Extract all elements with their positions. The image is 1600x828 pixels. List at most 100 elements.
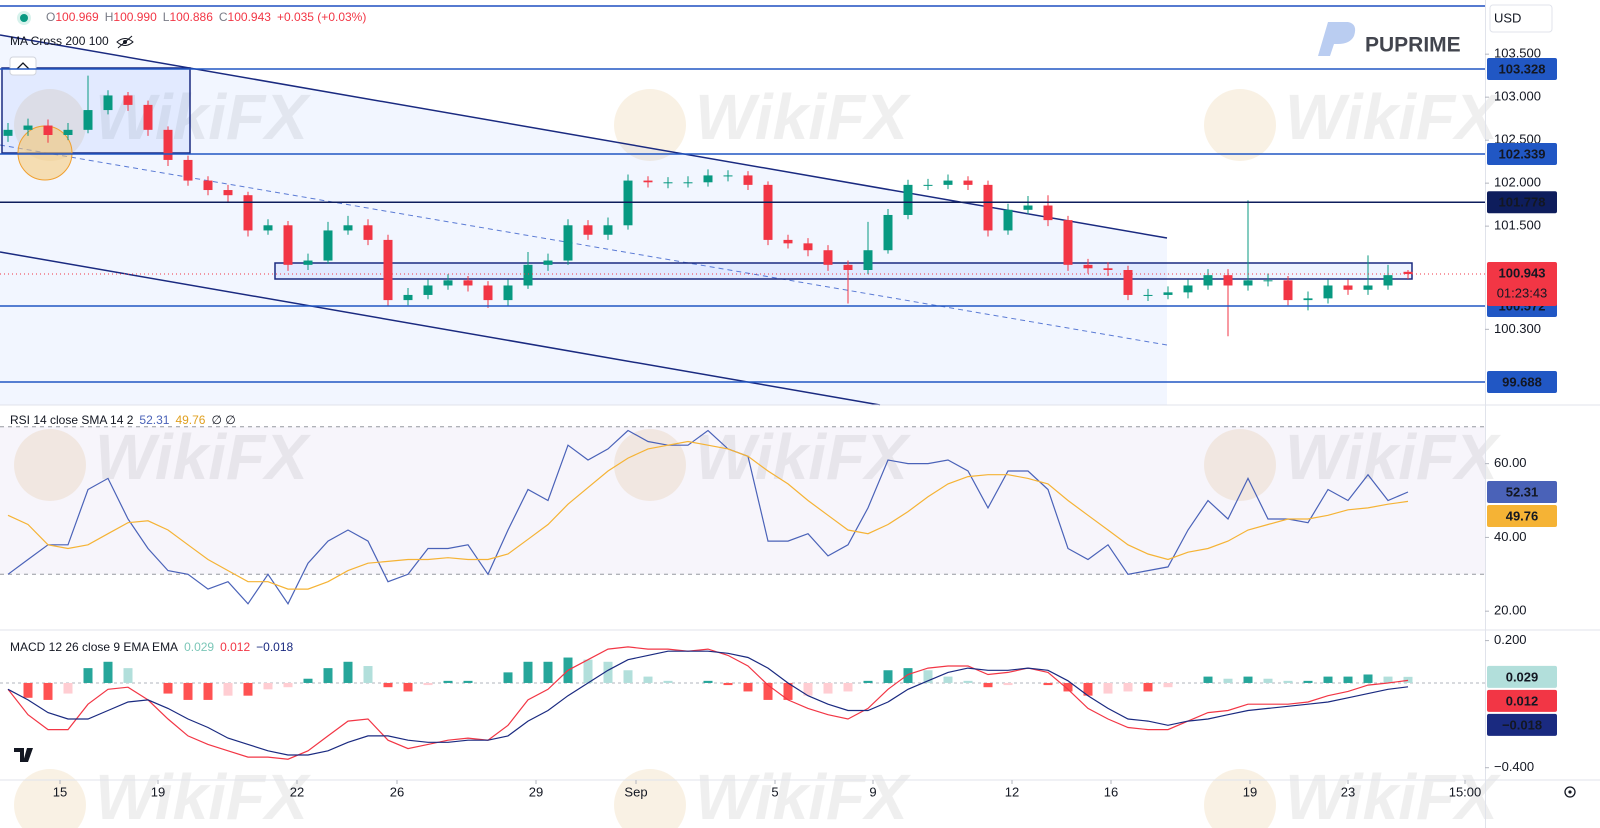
candle-body [403,294,413,301]
histogram-bar [463,680,473,683]
level-box [1487,370,1557,393]
level-label: 102.339 [1499,146,1546,161]
histogram-bar [1323,676,1333,683]
visibility-icon[interactable] [116,35,134,49]
candle-body [963,180,973,185]
histogram-bar [1283,680,1293,683]
candle-body [523,264,533,286]
candle-body [1403,271,1413,275]
settings-icon[interactable] [1564,786,1576,798]
histogram-bar [423,682,433,686]
watermark: WikiFX [695,421,911,493]
currency-button[interactable] [1489,4,1553,33]
y-tick-label: 103.000 [1494,89,1541,104]
histogram-bar [583,659,593,683]
candle-body [943,180,953,185]
x-tick-label: 29 [529,784,543,799]
level-label: 101.778 [1499,195,1546,210]
histogram-bar [1243,676,1253,683]
candle-body [263,225,273,231]
candle-body [23,125,33,130]
candle-body [1043,205,1053,221]
histogram-bar [123,668,133,683]
candle-body [1383,275,1393,286]
watermark: WikiFX [1285,421,1501,493]
histogram-bar [823,682,833,694]
histogram-bar [703,680,713,683]
histogram-bar [1103,682,1113,694]
ohlc-key: L [163,10,170,24]
x-tick-label: 16 [1104,784,1118,799]
histogram-bar [1263,678,1273,683]
histogram-bar [163,682,173,694]
histogram-bar [523,661,533,683]
value-box [1487,481,1557,504]
y-tick-label: 101.500 [1494,218,1541,233]
y-tick-label: 0.200 [1494,632,1527,647]
histogram-bar [503,672,513,683]
histogram-bar [103,661,113,683]
candle-body [223,190,233,196]
candle-body [583,225,593,235]
candle-body [843,264,853,270]
candle-body [703,175,713,183]
ohlc-value: 100.886 [169,10,213,24]
histogram-bar [543,661,553,683]
candle-body [1143,294,1153,296]
watermark-emblems [14,89,1276,828]
rsi-value: 52.31 [139,413,169,427]
y-tick-label: 103.500 [1494,46,1541,61]
x-tick-label: 9 [869,784,876,799]
indicator-line [7,429,1409,605]
histogram-bar [443,680,453,683]
candle-body [723,175,733,177]
value-box-label: 0.012 [1506,693,1539,708]
candle-body [383,239,393,301]
value-box [1487,713,1557,736]
x-tick-label: 23 [1341,784,1355,799]
currency: USD [1494,10,1521,25]
watermark: WikiFX [95,81,311,153]
level-box [1487,143,1557,166]
histogram-bar [1063,682,1073,692]
value-box-label: −0.018 [1502,717,1542,732]
candle-body [1343,285,1353,290]
histogram-bar [903,668,913,683]
indicator-label: MA Cross 200 100 [10,34,109,48]
x-tick-label: 12 [1005,784,1019,799]
level-box [1487,57,1557,80]
platform-logo [14,748,33,762]
candle-body [503,285,513,301]
candle-body [343,225,353,231]
value-box [1487,665,1557,688]
candle-body [103,95,113,111]
watermark: WikiFX [695,81,911,153]
histogram-bar [63,682,73,694]
candle-body [423,285,433,295]
histogram-bar [603,661,613,683]
candle-body [1063,220,1073,265]
candle-body [663,182,673,184]
candle-body [883,214,893,251]
histogram-bar [243,682,253,696]
histogram-bar [863,680,873,683]
level-label: 103.328 [1499,61,1546,76]
channel-fill [0,35,1167,405]
candle-body [983,184,993,231]
candle-body [1163,292,1173,295]
histogram-bar [763,682,773,700]
candle-body [923,184,933,186]
candle-body [803,243,813,251]
histogram-bar [1123,682,1133,692]
histogram-bar [303,678,313,683]
collapse-button[interactable] [9,56,37,76]
histogram-bar [1343,676,1353,683]
ohlc-key: O [46,10,55,24]
watermark: WikiFX [1285,761,1501,828]
candle-body [563,225,573,261]
y-tick-label: 40.00 [1494,529,1527,544]
candle-body [363,225,373,240]
histogram-bar [723,682,733,686]
candle-body [763,184,773,240]
